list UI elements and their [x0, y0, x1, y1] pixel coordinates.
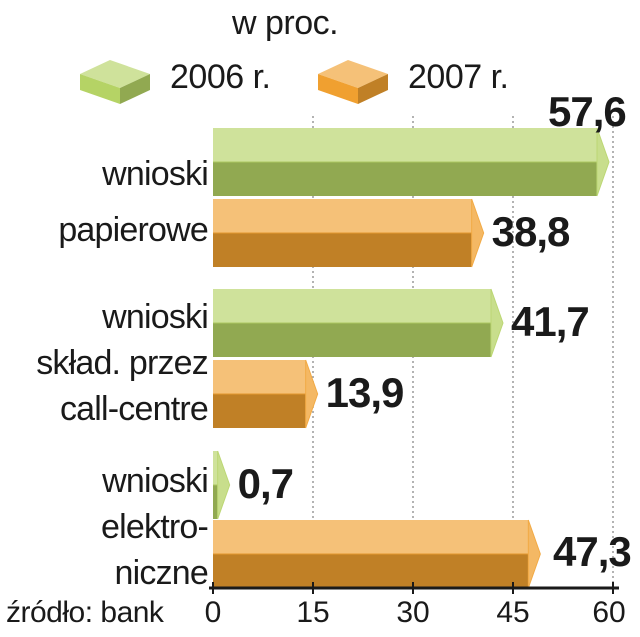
category-label-3: wnioski elektro-niczne — [101, 458, 209, 596]
value-label-3-2006: 0,7 — [237, 460, 294, 507]
bars — [213, 127, 610, 589]
value-label-2-2007: 13,9 — [325, 369, 405, 416]
tick-label-15: 15 — [296, 596, 330, 629]
tick-label-60: 60 — [592, 596, 626, 629]
legend-label-2006: 2006 r. — [170, 58, 271, 96]
bar-3-2006 — [213, 450, 231, 520]
tick-label-0: 0 — [204, 596, 222, 629]
tick-label-45: 45 — [496, 596, 530, 629]
value-label-1-2007: 38,8 — [491, 208, 571, 255]
axis-ticks — [212, 582, 614, 594]
value-label-1-2006: 57,6 — [548, 88, 627, 135]
category-label-3-line-3: niczne — [114, 554, 209, 592]
tick-label-30: 30 — [396, 596, 430, 629]
legend-swatch-2007 — [318, 60, 388, 104]
category-label-3-line-1: wnioski — [102, 462, 209, 500]
category-label-2-line-2: skład. przez — [36, 344, 209, 382]
legend-label-2007: 2007 r. — [408, 58, 509, 96]
source-note: źródło: bank — [6, 596, 164, 629]
bar-1-2006 — [213, 127, 610, 197]
bar-2-2007 — [213, 359, 319, 429]
category-label-2: wnioski skład. przez call-centre — [36, 294, 209, 432]
value-label-3-2007: 47,3 — [553, 528, 632, 575]
unit-label: w proc. — [232, 4, 339, 42]
category-label-2-line-1: wnioski — [102, 298, 209, 336]
category-label-3-line-2: elektro- — [101, 508, 209, 546]
category-label-1-line-2: papierowe — [58, 211, 208, 249]
category-label-2-line-3: call-centre — [59, 390, 209, 428]
bar-2-2006 — [213, 288, 504, 358]
bar-3-2007 — [213, 519, 541, 589]
legend-swatch-2006 — [80, 60, 150, 104]
value-label-2-2006: 41,7 — [511, 298, 590, 345]
category-label-1-line-1: wnioski — [102, 155, 209, 193]
category-label-1: wnioski papierowe — [58, 146, 208, 258]
bar-1-2007 — [213, 198, 485, 268]
legend-swatches — [80, 60, 388, 104]
